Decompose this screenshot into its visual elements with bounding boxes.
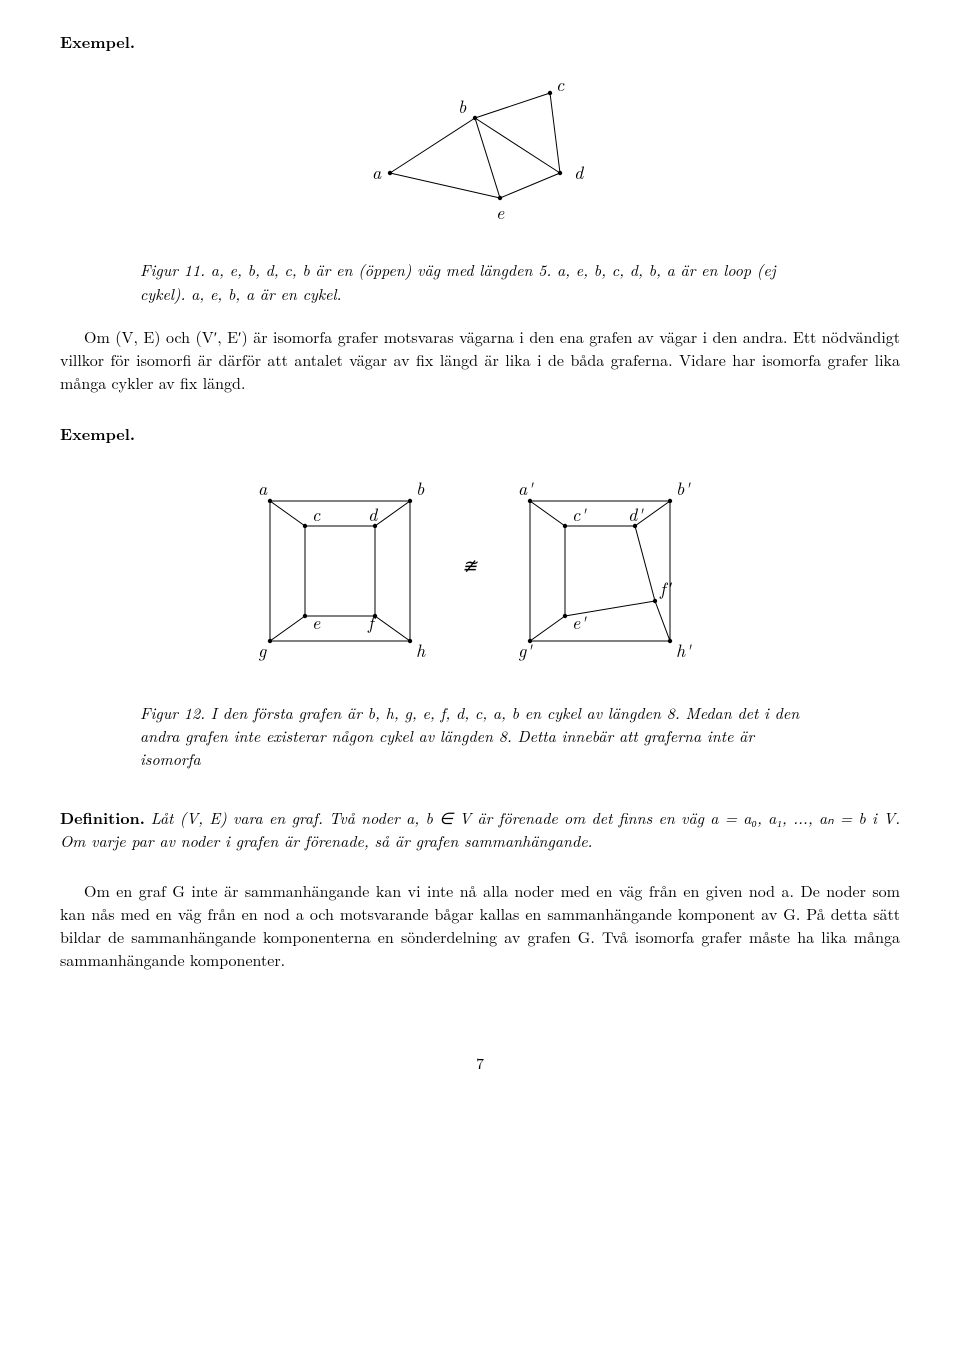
figure-11-caption: Figur 11. a, e, b, d, c, b är en (öppen)… xyxy=(140,258,820,304)
exempel-heading-1: Exempel. xyxy=(60,30,900,53)
fig11-prefix: Figur 11. xyxy=(140,258,205,281)
svg-text:d': d' xyxy=(628,502,644,527)
fig12-body: I den första grafen är b, h, g, e, f, d,… xyxy=(140,701,799,770)
svg-text:b: b xyxy=(416,476,425,501)
svg-text:f': f' xyxy=(659,576,673,601)
figure-12-graph: abhgcdfea'b'h'g'c'd'f'e'≇ xyxy=(60,466,900,681)
svg-text:c: c xyxy=(312,502,321,527)
svg-text:h': h' xyxy=(676,638,692,663)
svg-text:a': a' xyxy=(518,476,534,501)
definition-body: Låt (V, E) vara en graf. Två noder a, b … xyxy=(60,806,900,852)
svg-text:d: d xyxy=(574,160,585,185)
paragraph-component: Om en graf G inte är sammanhängande kan … xyxy=(60,879,900,972)
exempel-heading-2: Exempel. xyxy=(60,422,900,445)
svg-text:e: e xyxy=(312,610,321,635)
page-number: 7 xyxy=(60,1051,900,1074)
figure-11-graph: a b c d e xyxy=(60,73,900,238)
svg-text:≇: ≇ xyxy=(462,553,478,578)
svg-text:a: a xyxy=(372,160,382,185)
paragraph-isomorf: Om (V, E) och (V′, E′) är isomorfa grafe… xyxy=(60,325,900,395)
svg-text:g': g' xyxy=(518,638,533,663)
svg-text:d: d xyxy=(368,502,379,527)
svg-text:c': c' xyxy=(572,502,587,527)
svg-text:a: a xyxy=(258,476,268,501)
figure-12-caption: Figur 12. I den första grafen är b, h, g… xyxy=(140,701,820,771)
fig11-body: a, e, b, d, c, b är en (öppen) väg med l… xyxy=(140,258,776,304)
svg-text:h: h xyxy=(416,638,426,663)
svg-text:c: c xyxy=(556,73,565,97)
fig12-prefix: Figur 12. xyxy=(140,701,205,724)
svg-text:b': b' xyxy=(676,476,691,501)
definition-paragraph: Definition. Låt (V, E) vara en graf. Två… xyxy=(60,806,900,852)
definition-heading: Definition. xyxy=(60,806,145,829)
svg-text:e: e xyxy=(496,200,505,225)
svg-text:b: b xyxy=(458,94,467,119)
svg-text:e': e' xyxy=(572,610,587,635)
svg-text:g: g xyxy=(258,638,267,663)
